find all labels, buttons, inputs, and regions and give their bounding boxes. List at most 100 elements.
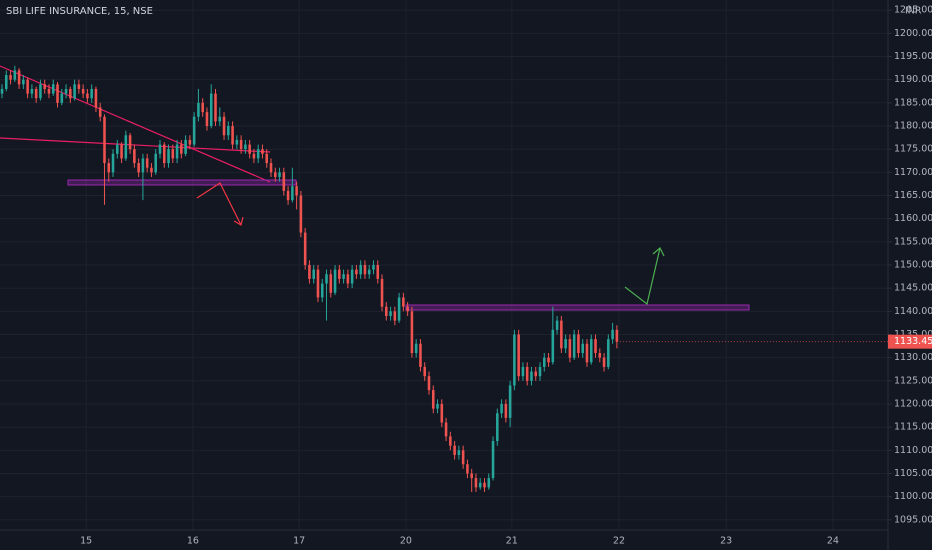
candle-body (564, 339, 567, 349)
candle-body (427, 376, 431, 391)
candle-body (103, 116, 106, 164)
candle-body (303, 232, 307, 265)
candle-body (534, 371, 538, 377)
candle-body (402, 297, 405, 307)
candle-body (385, 306, 388, 316)
candle-body (457, 450, 461, 455)
candle-body (141, 158, 145, 173)
candle-body (517, 334, 520, 377)
y-tick-label: 1195.00 (894, 51, 932, 62)
candle-body (26, 79, 29, 94)
candle-body (389, 311, 392, 316)
candle-body (470, 473, 473, 479)
x-tick-label: 23 (720, 536, 732, 547)
axes: 1095.00 1100.00 1105.00 1110.00 1115.00 1120.… (80, 5, 932, 547)
trend-line (0, 137, 271, 153)
candle-body (342, 274, 345, 279)
candle-body (116, 144, 119, 154)
candle-body (598, 353, 602, 358)
candle-body (508, 385, 512, 418)
candle-body (329, 274, 333, 293)
last-price-box (888, 334, 932, 349)
candle-body (474, 478, 478, 488)
candle-body (201, 102, 204, 113)
candle-body (171, 149, 175, 159)
support-zone (67, 179, 297, 186)
candle-body (218, 116, 222, 122)
candle-body (372, 265, 375, 270)
candle-body (0, 88, 4, 94)
candle-body (244, 144, 247, 150)
y-tick-label: 1145.00 (894, 283, 932, 294)
candle-body (295, 186, 298, 196)
candle-body (607, 339, 610, 367)
candle-body (133, 149, 136, 164)
candle-body (312, 269, 315, 279)
candle-body (175, 144, 179, 159)
candle-body (4, 75, 8, 89)
candle-body (577, 334, 580, 354)
candle-body (291, 186, 294, 201)
candle-body (513, 334, 516, 386)
y-tick-label: 1130.00 (894, 352, 932, 363)
candle-body (154, 153, 158, 173)
candle-body (158, 144, 162, 154)
y-tick-label: 1105.00 (894, 468, 932, 479)
candle-body (491, 441, 495, 479)
y-tick-label: 1205.00 (894, 5, 932, 16)
candle-body (90, 88, 93, 99)
x-tick-label: 24 (827, 536, 839, 547)
candle-body (440, 403, 444, 423)
candle-body (410, 311, 414, 354)
x-tick-label: 15 (80, 536, 92, 547)
candle-body (478, 482, 482, 488)
candle-body (393, 311, 397, 321)
candle-body (487, 478, 491, 488)
candle-body (555, 320, 559, 330)
candle-body (406, 306, 409, 312)
candle-body (13, 70, 17, 80)
candles (0, 65, 619, 493)
candle-body (167, 149, 170, 164)
candle-body (547, 357, 550, 363)
candle-body (17, 70, 21, 85)
candle-body (286, 190, 290, 201)
candle-body (39, 84, 42, 99)
candle-body (273, 172, 277, 177)
candle-body (585, 343, 589, 363)
candle-body (560, 320, 563, 349)
candle-body (367, 269, 371, 275)
candle-body (615, 329, 619, 342)
y-tick-label: 1135.00 (894, 329, 932, 340)
candle-body (77, 84, 81, 89)
candle-body (43, 84, 46, 89)
candle-body (602, 357, 606, 367)
candle-body (538, 366, 542, 377)
candle-body (504, 403, 508, 418)
candle-body (551, 329, 555, 363)
candle-body (436, 403, 439, 409)
arrow-head (233, 216, 244, 226)
candle-body (521, 366, 525, 377)
candle-body (180, 144, 183, 154)
candle-body (22, 79, 25, 85)
candle-body (359, 265, 362, 275)
candle-body (316, 269, 320, 298)
candle-body (137, 163, 140, 173)
candle-body (431, 390, 435, 409)
candle-body (222, 116, 226, 136)
candle-body (94, 88, 98, 108)
candle-body (98, 107, 102, 117)
candle-body (252, 153, 256, 159)
y-tick-label: 1115.00 (894, 422, 932, 433)
candle-body (581, 343, 584, 354)
y-tick-label: 1170.00 (894, 167, 932, 178)
candle-body (86, 93, 89, 99)
candle-body (397, 297, 401, 321)
y-tick-label: 1100.00 (894, 491, 932, 502)
candle-body (265, 153, 269, 164)
candle-body (308, 265, 311, 279)
candle-body (346, 274, 350, 284)
